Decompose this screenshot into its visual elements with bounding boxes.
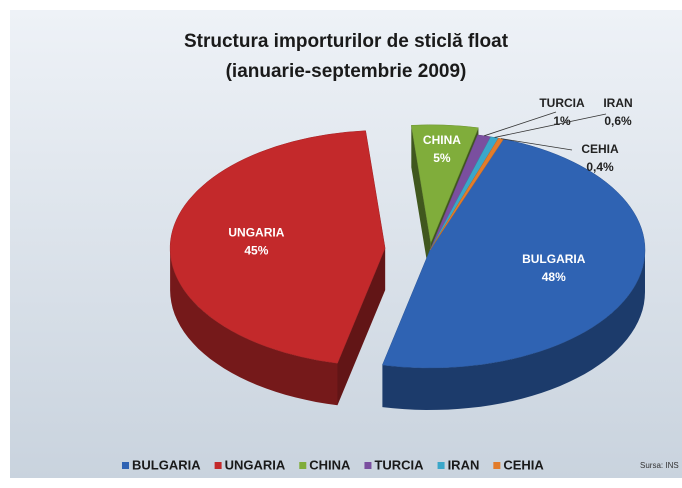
pie-slice [382,138,646,369]
leader-line [500,138,573,151]
slice-value: 0,4% [586,160,614,174]
pie-slice [411,124,479,244]
leader-line [484,111,557,137]
legend-label: IRAN [448,457,480,472]
slice-label: UNGARIA [228,226,284,240]
pie-slice [169,130,386,364]
slice-label: CHINA [423,133,461,147]
slice-value: 48% [542,270,566,284]
legend-swatch [493,462,501,469]
legend-swatch [437,462,445,469]
legend-swatch [214,462,222,469]
slice-label: IRAN [603,96,632,110]
legend-label: CEHIA [503,457,544,472]
slice-value: 1% [553,114,571,128]
slice-side [382,250,645,410]
slice-value: 5% [433,151,451,165]
slice-label: TURCIA [539,96,585,110]
source: Sursa: INS [640,461,679,470]
chart-title: Structura importurilor de sticlă float [184,31,509,52]
slice-side [170,248,338,406]
slice-face [411,125,431,285]
legend-swatch [364,462,372,469]
chart-subtitle: (ianuarie-septembrie 2009) [226,61,467,82]
slice-value: 0,6% [604,114,632,128]
leader-line [494,113,607,138]
slice-label: CEHIA [581,142,619,156]
legend-label: UNGARIA [225,457,286,472]
legend-label: BULGARIA [132,457,201,472]
legend-label: CHINA [309,457,351,472]
slice-value: 45% [244,244,268,258]
legend-label: TURCIA [374,457,424,472]
slice-face [337,248,386,406]
slice-label: BULGARIA [522,252,586,266]
legend-swatch [299,462,307,469]
legend-swatch [122,462,129,469]
